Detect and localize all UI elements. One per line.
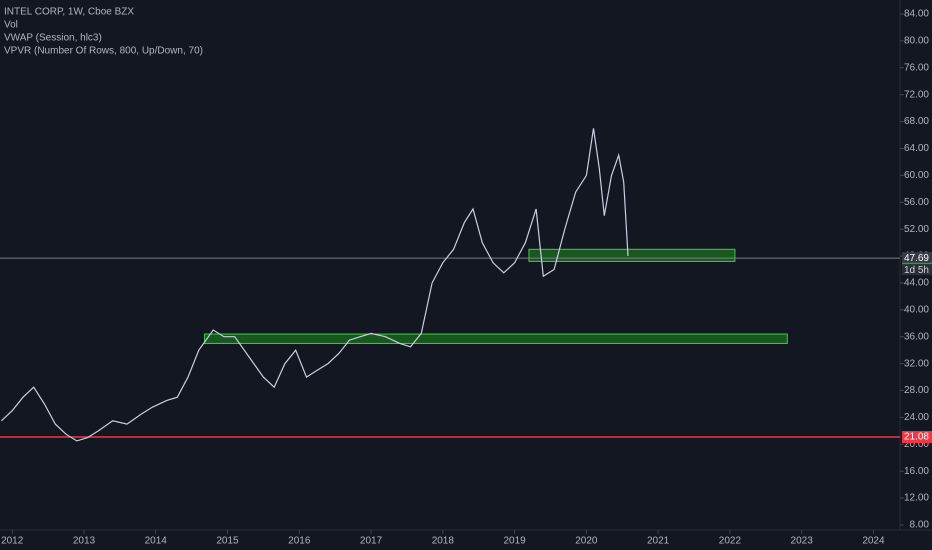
- price-line-series: [0, 128, 629, 442]
- price-label-bg: [902, 431, 932, 444]
- price-label-bg: [902, 252, 932, 265]
- y-tick-label: 72.00: [904, 89, 929, 100]
- price-label: 47.69: [904, 253, 929, 264]
- legend-vol: Vol: [4, 20, 18, 31]
- y-tick-label: 64.00: [904, 143, 929, 154]
- y-tick-label: 56.00: [904, 197, 929, 208]
- x-tick-label: 2021: [647, 536, 670, 547]
- y-tick-label: 28.00: [904, 385, 929, 396]
- y-tick-label: 44.00: [904, 278, 929, 289]
- legend-symbol: INTEL CORP, 1W, Cboe BZX: [4, 7, 134, 18]
- legend-vwap: VWAP (Session, hlc3): [4, 33, 102, 44]
- zone: [528, 248, 736, 262]
- x-tick-label: 2019: [503, 536, 526, 547]
- y-tick-label: 84.00: [904, 9, 929, 20]
- y-tick-label: 76.00: [904, 62, 929, 73]
- y-tick-label: 36.00: [904, 331, 929, 342]
- y-tick-label: 12.00: [904, 493, 929, 504]
- x-tick-label: 2014: [145, 536, 168, 547]
- x-tick-label: 2012: [1, 536, 24, 547]
- x-tick-label: 2017: [360, 536, 383, 547]
- y-tick-label: 24.00: [904, 412, 929, 423]
- y-tick-label: 52.00: [904, 224, 929, 235]
- y-tick-label: 8.00: [910, 520, 930, 531]
- y-tick-label: 20.00: [904, 439, 929, 450]
- x-tick-label: 2023: [791, 536, 814, 547]
- price-label: 21.08: [904, 432, 929, 443]
- y-tick-label: 16.00: [904, 466, 929, 477]
- legend-vpvr: VPVR (Number Of Rows, 800, Up/Down, 70): [4, 46, 203, 57]
- x-tick-label: 2018: [432, 536, 455, 547]
- y-tick-label: 32.00: [904, 358, 929, 369]
- x-tick-label: 2013: [73, 536, 96, 547]
- x-tick-label: 2016: [288, 536, 311, 547]
- x-tick-label: 2020: [575, 536, 598, 547]
- y-tick-label: 68.00: [904, 116, 929, 127]
- zone: [204, 333, 788, 344]
- y-tick-label: 80.00: [904, 36, 929, 47]
- countdown: 1d 5h: [904, 265, 929, 276]
- x-tick-label: 2015: [216, 536, 239, 547]
- x-tick-label: 2022: [719, 536, 742, 547]
- countdown-bg: [902, 264, 932, 276]
- x-tick-label: 2024: [862, 536, 885, 547]
- y-tick-label: 60.00: [904, 170, 929, 181]
- y-tick-label: 40.00: [904, 304, 929, 315]
